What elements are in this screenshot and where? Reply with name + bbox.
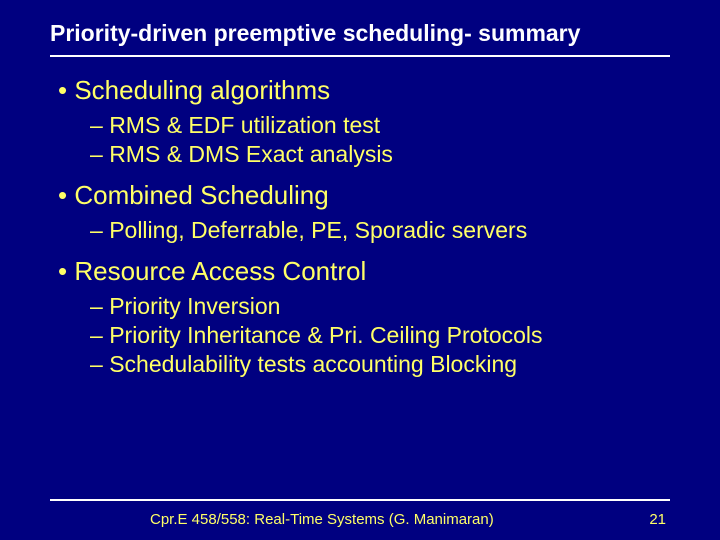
section-heading: Scheduling algorithms: [50, 75, 670, 106]
section-item: Priority Inheritance & Pri. Ceiling Prot…: [90, 322, 670, 349]
footer-rule: [50, 499, 670, 501]
slide: Priority-driven preemptive scheduling- s…: [0, 0, 720, 540]
section-item: Polling, Deferrable, PE, Sporadic server…: [90, 217, 670, 244]
spacer: [50, 246, 670, 256]
footer-text: Cpr.E 458/558: Real-Time Systems (G. Man…: [150, 511, 494, 528]
slide-title: Priority-driven preemptive scheduling- s…: [50, 20, 670, 55]
section-heading: Combined Scheduling: [50, 180, 670, 211]
section-item: Schedulability tests accounting Blocking: [90, 351, 670, 378]
section-item: RMS & EDF utilization test: [90, 112, 670, 139]
section-item: RMS & DMS Exact analysis: [90, 141, 670, 168]
section-item: Priority Inversion: [90, 293, 670, 320]
slide-content: Scheduling algorithms RMS & EDF utilizat…: [50, 75, 670, 493]
page-number: 21: [649, 511, 666, 528]
spacer: [50, 170, 670, 180]
slide-footer: Cpr.E 458/558: Real-Time Systems (G. Man…: [50, 511, 670, 532]
section-heading: Resource Access Control: [50, 256, 670, 287]
title-underline: [50, 55, 670, 57]
